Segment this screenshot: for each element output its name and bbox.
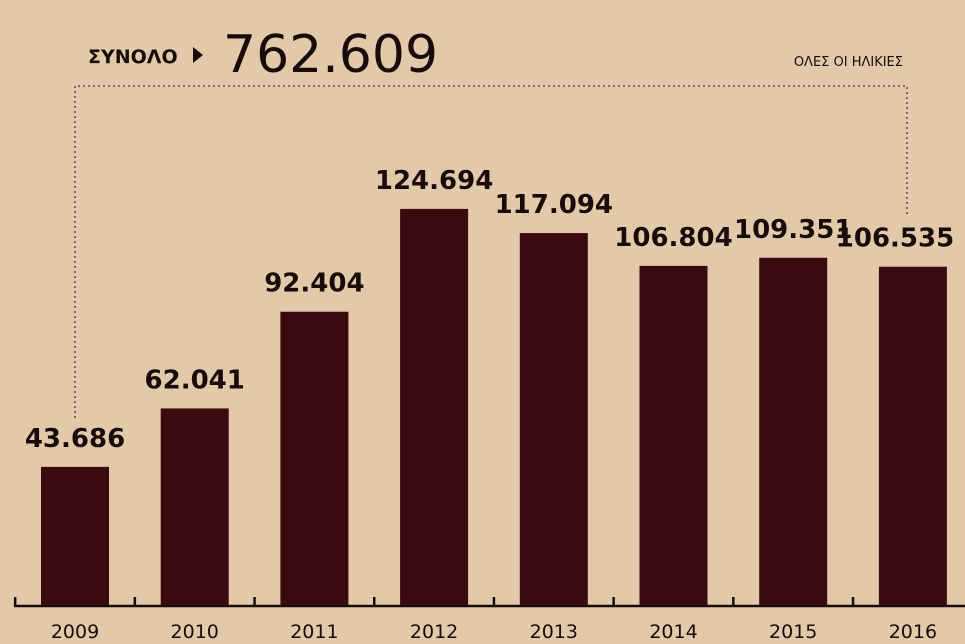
- value-label-2015: 109.351: [734, 215, 852, 245]
- arrow-right-icon: [193, 47, 203, 63]
- bar-2012: [400, 208, 469, 606]
- bar-2011: [280, 311, 349, 606]
- total-value: 762.609: [223, 25, 438, 85]
- tick-label-2015: 2015: [769, 621, 817, 643]
- bar-2009: [41, 466, 109, 606]
- tick-label-2016: 2016: [889, 621, 937, 643]
- bar-2013: [519, 233, 588, 606]
- value-label-2014: 106.804: [614, 223, 732, 253]
- bar-2014: [639, 265, 708, 606]
- tick-label-2014: 2014: [649, 621, 697, 643]
- tick-label-2010: 2010: [171, 621, 219, 643]
- value-label-2013: 117.094: [495, 190, 613, 220]
- ticks-group: [13, 597, 855, 607]
- value-label-2009: 43.686: [25, 424, 125, 454]
- bars-group: [41, 208, 947, 606]
- tick-label-2013: 2013: [530, 621, 578, 643]
- value-label-2010: 62.041: [145, 365, 245, 395]
- tick-label-2012: 2012: [410, 621, 458, 643]
- value-label-2011: 92.404: [264, 269, 364, 299]
- scope-label: ΟΛΕΣ ΟΙ ΗΛΙΚΙΕΣ: [794, 55, 903, 70]
- total-label: ΣΥΝΟΛΟ: [88, 46, 178, 68]
- bar-2016: [878, 266, 947, 606]
- value-label-2012: 124.694: [375, 166, 493, 196]
- total-bracket: [74, 85, 908, 418]
- value-label-2016: 106.535: [836, 224, 954, 254]
- bar-2010: [160, 408, 229, 606]
- tick-label-2009: 2009: [51, 621, 99, 643]
- tick-labels-group: 2009 2010 2011 2012 2013 2014 2015 2016: [51, 621, 937, 643]
- bar-2015: [759, 257, 828, 606]
- tick-label-2011: 2011: [290, 621, 338, 643]
